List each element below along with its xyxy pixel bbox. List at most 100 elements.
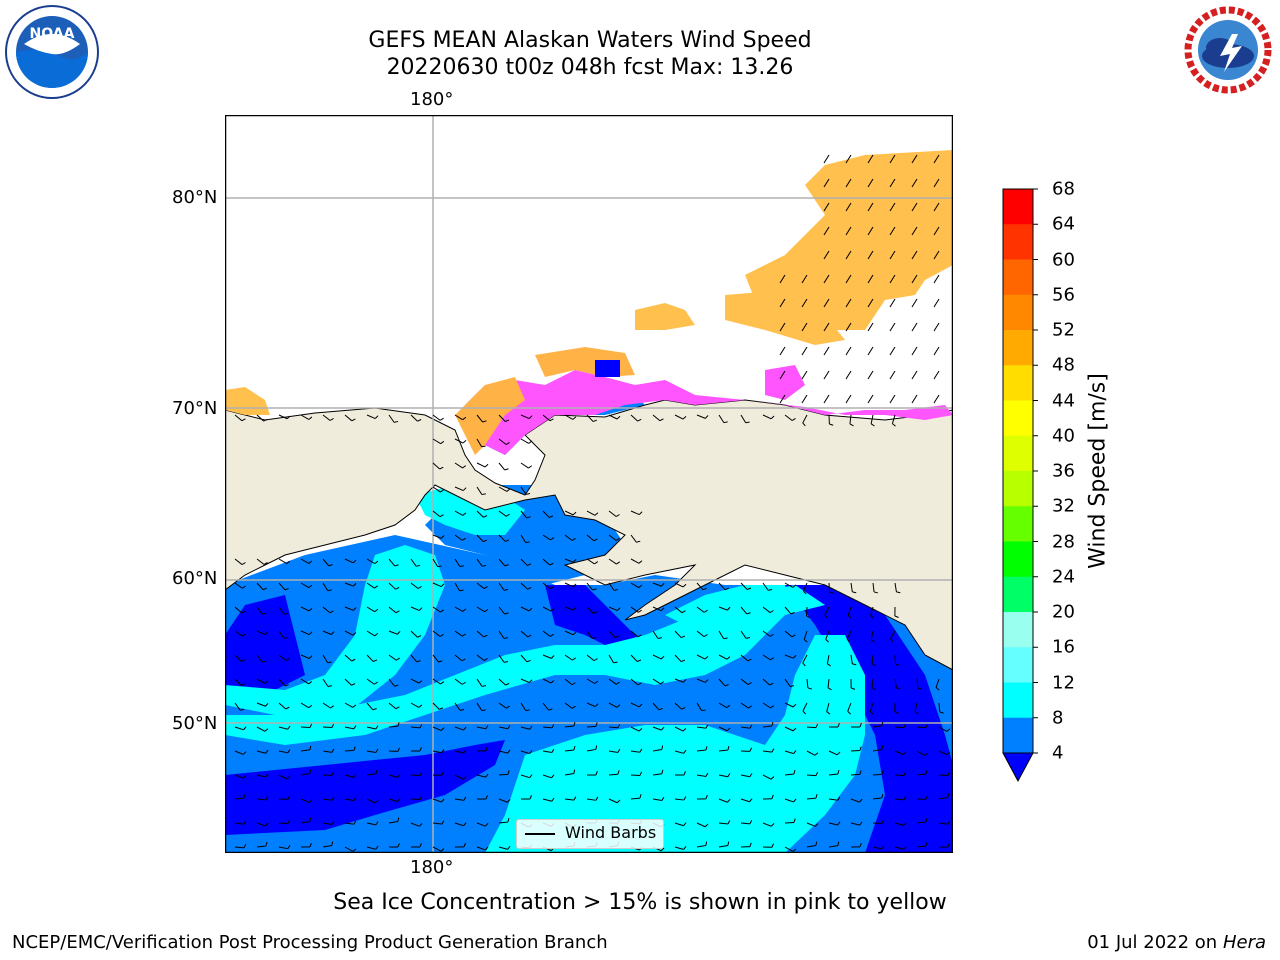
wind-barb-flag: [595, 745, 598, 750]
wind-barb: [806, 774, 817, 777]
wind-barb: [520, 534, 527, 543]
wind-barb-flag: [441, 749, 445, 753]
wind-barb-flag: [441, 771, 445, 776]
wind-barb-flag: [483, 658, 488, 661]
wind-barb-flag: [683, 796, 687, 801]
wind-barb-flag: [859, 770, 862, 775]
wind-barb-flag: [815, 841, 818, 846]
wind-barb-flag: [825, 639, 829, 643]
wind-barb-flag: [462, 776, 467, 780]
wind-barb: [801, 298, 808, 308]
footer-right: 01 Jul 2022 on Hera: [1087, 932, 1266, 953]
wind-barb: [542, 510, 550, 518]
wind-barb-flag: [903, 723, 907, 728]
wind-barb: [718, 678, 726, 687]
wind-barb: [889, 202, 896, 212]
latitude-label-60n: 60°N: [172, 568, 218, 589]
wind-barb-flag: [745, 637, 751, 639]
colorbar-tick-label: 8: [1052, 707, 1064, 729]
wind-barb: [234, 822, 244, 825]
wind-barb-flag: [705, 746, 708, 751]
wind-barb: [520, 606, 530, 612]
wind-barb: [823, 178, 830, 188]
wind-barb-flag: [504, 660, 509, 663]
wind-barb: [454, 630, 463, 637]
wind-barb-flag: [727, 745, 730, 751]
gridlines: [225, 115, 953, 853]
wind-barb: [825, 630, 830, 640]
wind-barb-flag: [789, 685, 795, 687]
wind-barb: [542, 726, 553, 729]
wind-barb-flag: [525, 709, 530, 712]
wind-barb-flag: [638, 584, 643, 588]
wind-barb-flag: [680, 659, 686, 663]
wind-barb-flag: [837, 821, 841, 826]
wind-barb-flag: [485, 746, 488, 751]
wind-barb-flag: [903, 796, 907, 801]
wind-barb-flag: [308, 560, 313, 564]
colorbar-svg: [1002, 188, 1038, 783]
wind-barb: [933, 394, 940, 404]
wind-barb-flag: [351, 418, 356, 422]
wind-barb-flag: [870, 615, 875, 619]
wind-barb-flag: [395, 610, 400, 614]
wind-barb: [366, 846, 376, 850]
wind-barb-flag: [459, 589, 464, 592]
wind-barb-flag: [352, 704, 357, 708]
wind-barb: [608, 678, 617, 685]
wind-barb-flag: [463, 749, 467, 754]
wind-barb: [256, 702, 266, 707]
sea-ice-pink: [465, 370, 953, 455]
wind-barb: [762, 678, 771, 686]
wind-barb: [802, 582, 808, 592]
wind-barb: [322, 558, 330, 567]
wind-barb: [410, 702, 420, 708]
wind-barb: [933, 274, 940, 284]
wind-barb-flag: [815, 794, 818, 799]
calm-area-gulf: [785, 585, 953, 853]
wind-barb: [388, 774, 398, 778]
wind-barb: [476, 774, 486, 778]
wind-barb: [779, 370, 786, 380]
wind-barb-flag: [286, 775, 291, 780]
wind-barb: [366, 582, 375, 589]
wind-barb: [801, 370, 808, 380]
wind-barb: [410, 774, 421, 777]
wind-barb: [476, 558, 483, 567]
wind-barb: [802, 702, 808, 712]
wind-barb: [344, 798, 354, 802]
wind-barb: [454, 750, 464, 754]
wind-barb-flag: [770, 705, 775, 709]
wind-barb-flag: [526, 659, 531, 663]
wind-barb-flag: [528, 679, 533, 683]
wind-barb: [476, 702, 483, 711]
sea-ice-pink-wrangel: [765, 365, 805, 400]
wind-barb: [608, 558, 617, 565]
wind-barb-flag: [925, 723, 929, 728]
wind-barb: [911, 226, 918, 236]
wind-barb: [300, 798, 310, 803]
wind-barb: [889, 346, 896, 356]
wind-barb-flag: [661, 745, 664, 750]
wind-barb-flag: [769, 610, 774, 613]
wind-barb: [520, 678, 530, 684]
wind-barb-flag: [902, 751, 907, 755]
wind-barb-flag: [265, 702, 269, 707]
nws-logo: [1180, 2, 1276, 98]
wind-barb-flag: [829, 591, 834, 594]
wind-barb-flag: [837, 723, 840, 728]
wind-barb-flag: [397, 722, 400, 727]
wind-barb: [696, 678, 706, 683]
wind-barb-flag: [815, 723, 819, 728]
wind-barb: [889, 226, 896, 236]
wind-barb: [256, 654, 263, 663]
wind-barb: [890, 630, 896, 640]
wind-barb: [520, 654, 528, 663]
wind-barb-flag: [309, 769, 312, 774]
wind-barb-flag: [859, 842, 862, 848]
wind-barb-flag: [504, 468, 509, 471]
wind-barb: [520, 726, 530, 730]
wind-barb-flag: [616, 607, 621, 611]
wind-barb-flag: [243, 774, 247, 779]
wind-barb: [300, 773, 310, 776]
